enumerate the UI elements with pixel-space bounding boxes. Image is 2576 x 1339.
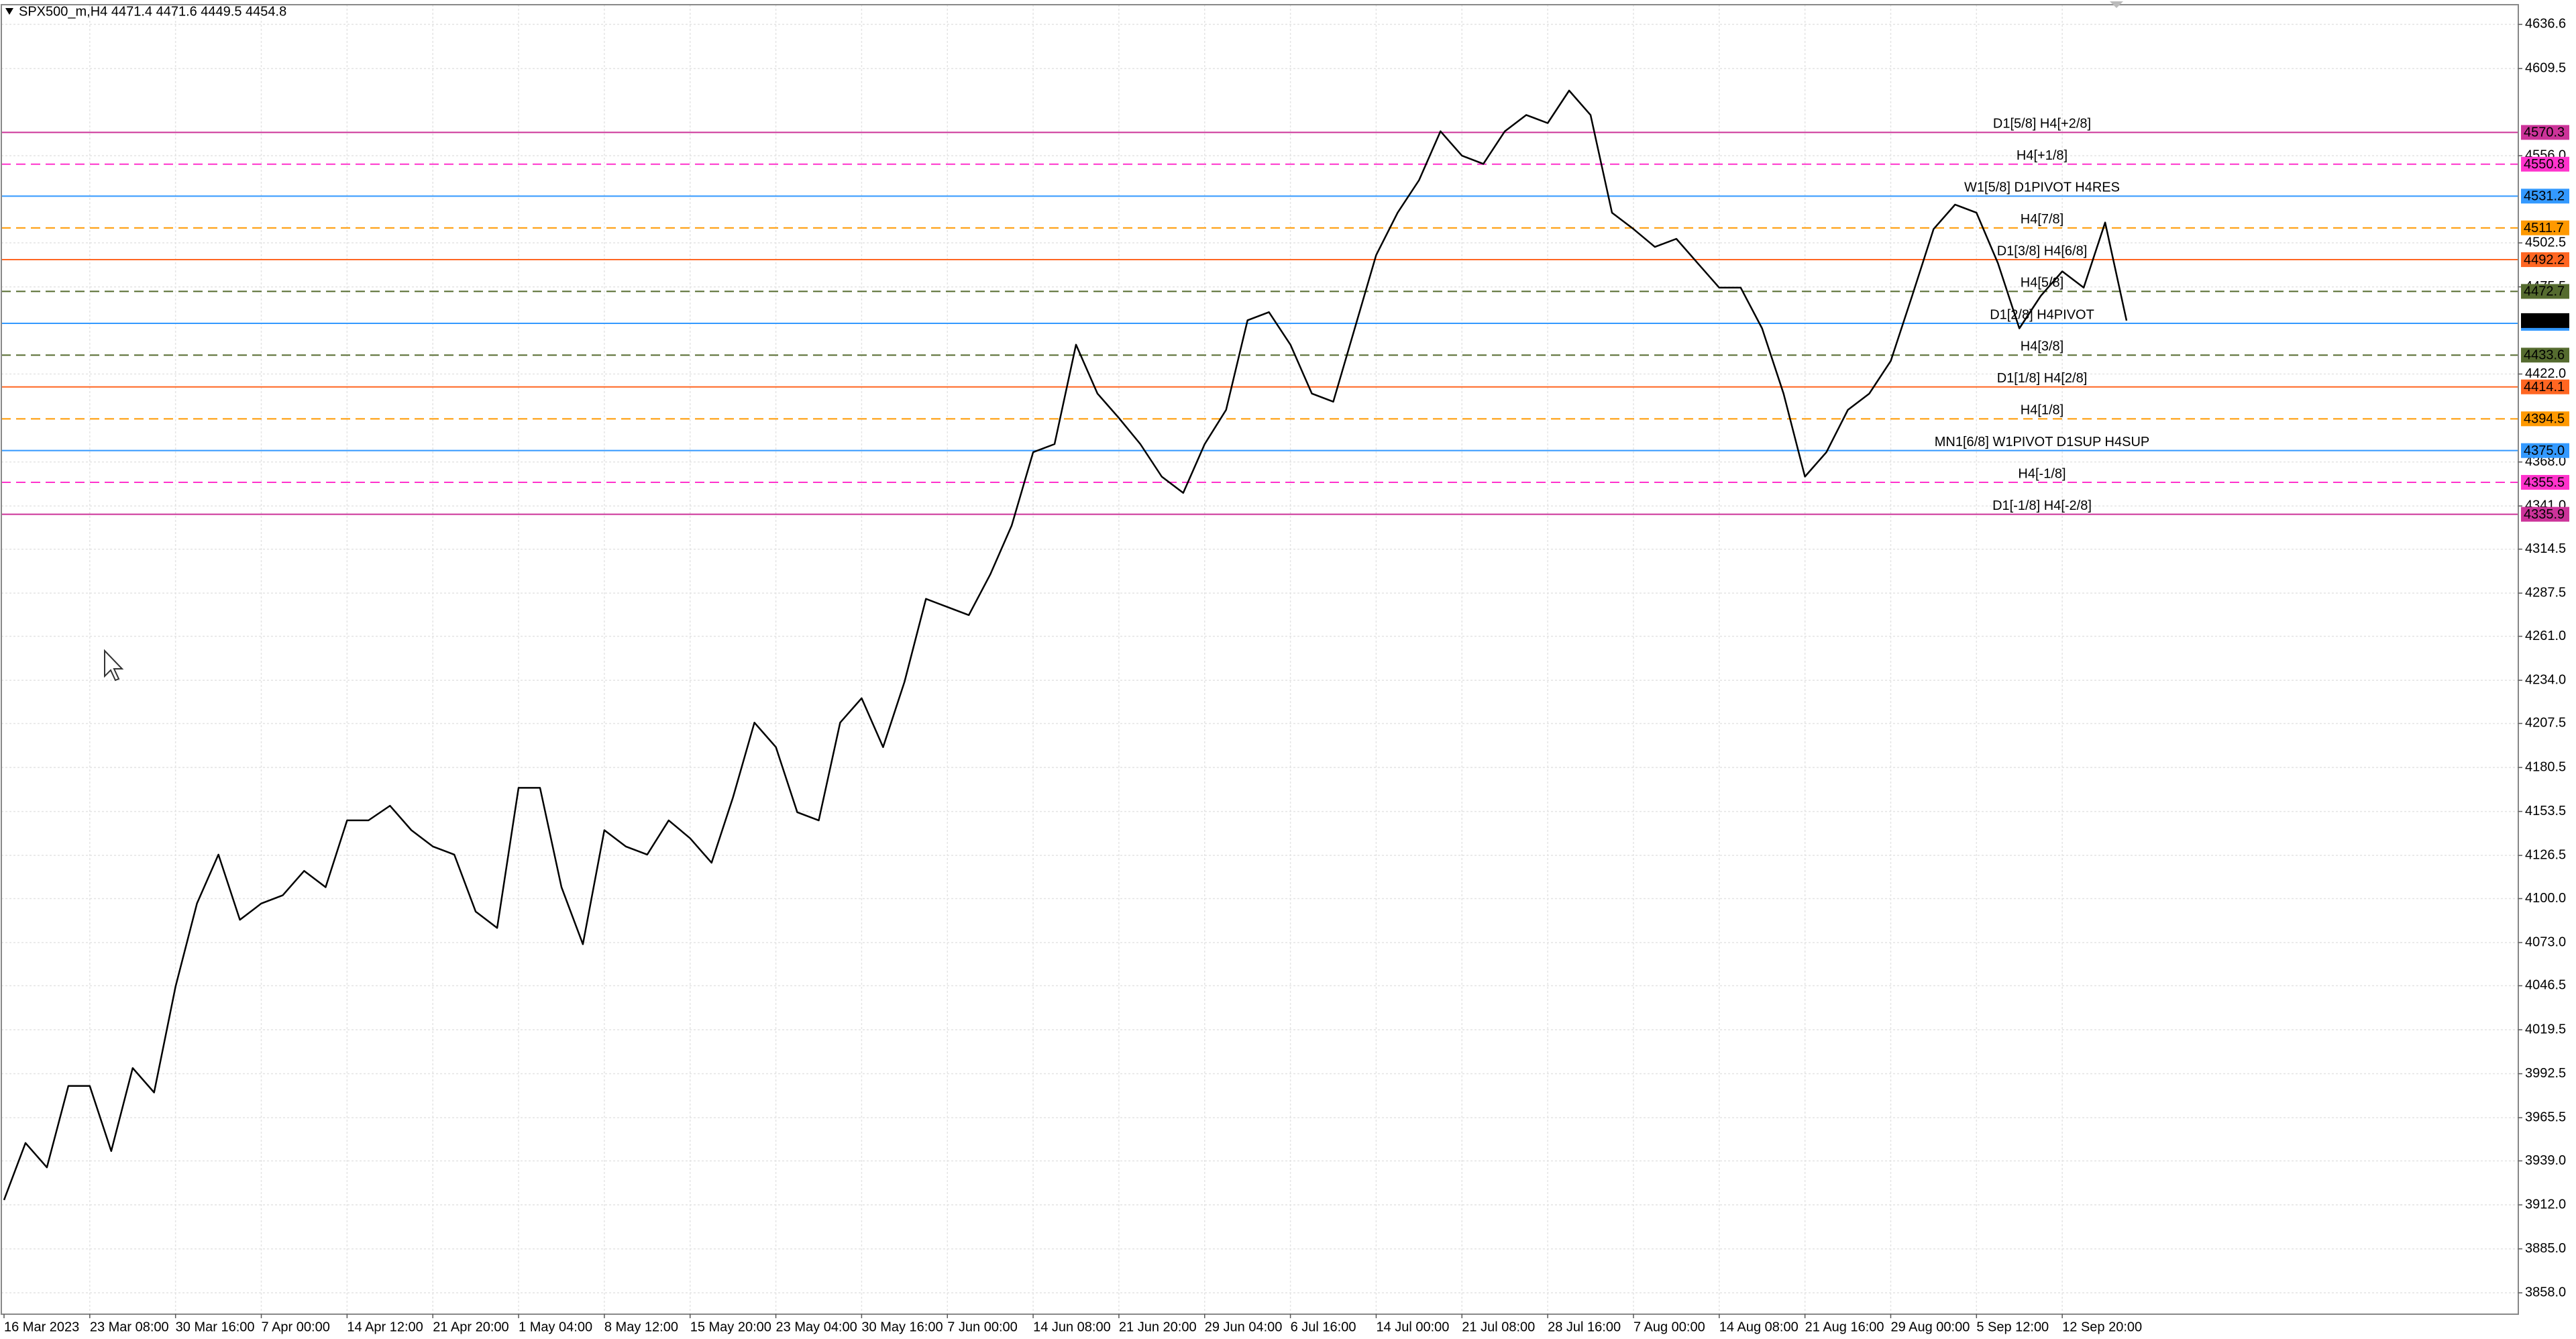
last-price-box (2521, 313, 2569, 328)
x-tick-label: 16 Mar 2023 (4, 1320, 79, 1334)
x-tick-label: 30 May 16:00 (861, 1320, 943, 1334)
x-tick-label: 14 Jul 00:00 (1376, 1320, 1449, 1334)
x-tick-label: 21 Jul 08:00 (1462, 1320, 1535, 1334)
level-price-label: 4511.7 (2524, 221, 2564, 235)
level-label: D1[5/8] H4[+2/8] (1993, 117, 2091, 131)
level-price-label: 4375.0 (2524, 443, 2565, 458)
y-tick-label: 4261.0 (2525, 629, 2566, 643)
x-tick-label: 30 Mar 16:00 (176, 1320, 255, 1334)
y-tick-label: 3965.5 (2525, 1110, 2566, 1124)
level-price-box (2521, 284, 2569, 299)
x-tick-label: 7 Apr 00:00 (262, 1320, 330, 1334)
level-label: W1[5/8] D1PIVOT H4RES (1964, 180, 2120, 195)
y-tick-label: 4180.5 (2525, 759, 2566, 774)
x-tick-label: 23 Mar 08:00 (90, 1320, 169, 1334)
x-tick-label: 8 May 12:00 (604, 1320, 678, 1334)
level-price-box (2521, 156, 2569, 172)
x-tick-label: 29 Jun 04:00 (1205, 1320, 1283, 1334)
shift-marker (2110, 1, 2123, 8)
x-tick-label: 28 Jul 16:00 (1548, 1320, 1621, 1334)
grid (1, 5, 2518, 1314)
y-tick-label: 4100.0 (2525, 891, 2566, 906)
price-line (3, 89, 2128, 1201)
x-tick-label: 7 Jun 00:00 (947, 1320, 1018, 1334)
x-tick-label: 6 Jul 16:00 (1291, 1320, 1356, 1334)
x-tick-label: 23 May 04:00 (776, 1320, 857, 1334)
menu-arrow[interactable] (5, 8, 13, 15)
level-label: D1[2/8] H4PIVOT (1990, 307, 2094, 322)
level-label: H4[-1/8] (2018, 466, 2065, 481)
price-axis: 4636.64609.54556.04502.54475.54422.04368… (3, 17, 2569, 1334)
chart-title: SPX500_m,H4 4471.4 4471.6 4449.5 4454.8 (19, 4, 286, 19)
y-tick-label: 3992.5 (2525, 1066, 2566, 1081)
level-price-label: 4414.1 (2524, 380, 2565, 394)
y-tick-label: 3939.0 (2525, 1153, 2566, 1168)
y-tick-label: 4126.5 (2525, 847, 2566, 862)
y-tick-label: 4234.0 (2525, 672, 2566, 687)
level-price-label: 4355.5 (2524, 475, 2565, 490)
level-label: H4[+1/8] (2017, 148, 2068, 163)
y-tick-label: 4046.5 (2525, 978, 2566, 993)
level-price-box (2521, 411, 2569, 427)
x-tick-label: 12 Sep 20:00 (2062, 1320, 2142, 1334)
level-label: D1[-1/8] H4[-2/8] (1992, 498, 2092, 513)
level-price-box (2521, 252, 2569, 268)
level-price-label: 4570.3 (2524, 125, 2565, 140)
level-price-box (2521, 443, 2569, 458)
x-tick-label: 14 Apr 12:00 (347, 1320, 423, 1334)
level-price-label: 4433.6 (2524, 348, 2565, 363)
x-tick-label: 15 May 20:00 (690, 1320, 771, 1334)
y-tick-label: 4073.0 (2525, 934, 2566, 949)
y-tick-label: 4153.5 (2525, 804, 2566, 818)
level-price-box (2521, 125, 2569, 140)
x-tick-label: 21 Jun 20:00 (1119, 1320, 1197, 1334)
level-label: D1[3/8] H4[6/8] (1997, 244, 2088, 258)
y-tick-label: 4502.5 (2525, 235, 2566, 250)
level-price-box (2521, 379, 2569, 394)
y-tick-label: 4019.5 (2525, 1022, 2566, 1036)
x-tick-label: 21 Aug 16:00 (1805, 1320, 1884, 1334)
mouse-cursor (104, 649, 124, 682)
x-tick-label: 7 Aug 00:00 (1633, 1320, 1705, 1334)
y-tick-label: 4207.5 (2525, 716, 2566, 731)
level-label: MN1[6/8] W1PIVOT D1SUP H4SUP (1935, 435, 2149, 449)
y-tick-label: 3858.0 (2525, 1285, 2566, 1299)
y-tick-label: 4422.0 (2525, 366, 2566, 381)
y-tick-label: 4636.6 (2525, 17, 2566, 32)
level-price-label: 4531.2 (2524, 189, 2565, 204)
y-tick-label: 4287.5 (2525, 585, 2566, 600)
x-tick-label: 21 Apr 20:00 (433, 1320, 508, 1334)
level-label: H4[3/8] (2021, 339, 2063, 354)
level-label: H4[5/8] (2021, 276, 2063, 290)
level-label: H4[7/8] (2021, 212, 2063, 227)
last-price-label: 4454.8 (2524, 313, 2565, 328)
level-label: H4[1/8] (2021, 403, 2063, 418)
level-price-box (2521, 220, 2569, 235)
plot (3, 89, 2128, 1201)
level-price-box (2521, 475, 2569, 490)
plot-frame (1, 4, 2519, 1315)
x-tick-label: 14 Aug 08:00 (1719, 1320, 1799, 1334)
x-tick-label: 29 Aug 00:00 (1890, 1320, 1970, 1334)
level-price-box (2521, 347, 2569, 363)
y-tick-label: 4609.5 (2525, 60, 2566, 75)
level-price-label: 4335.9 (2524, 507, 2565, 522)
level-price-box (2521, 189, 2569, 204)
level-price-box (2521, 506, 2569, 522)
y-tick-label: 4314.5 (2525, 541, 2566, 556)
level-price-label: 4492.2 (2524, 252, 2565, 267)
y-tick-label: 3885.0 (2525, 1241, 2566, 1256)
level-price-label: 4472.7 (2524, 284, 2565, 299)
x-tick-label: 5 Sep 12:00 (1976, 1320, 2049, 1334)
x-tick-label: 1 May 04:00 (519, 1320, 592, 1334)
level-label: D1[1/8] H4[2/8] (1997, 371, 2088, 386)
level-price-label: 4550.8 (2524, 157, 2565, 172)
x-tick-label: 14 Jun 08:00 (1033, 1320, 1111, 1334)
level-price-label: 4394.5 (2524, 412, 2565, 427)
y-tick-label: 3912.0 (2525, 1197, 2566, 1212)
levels: D1[5/8] H4[+2/8] H4[+1/8] W1[5/8] D1PIVOT … (1, 117, 2518, 515)
